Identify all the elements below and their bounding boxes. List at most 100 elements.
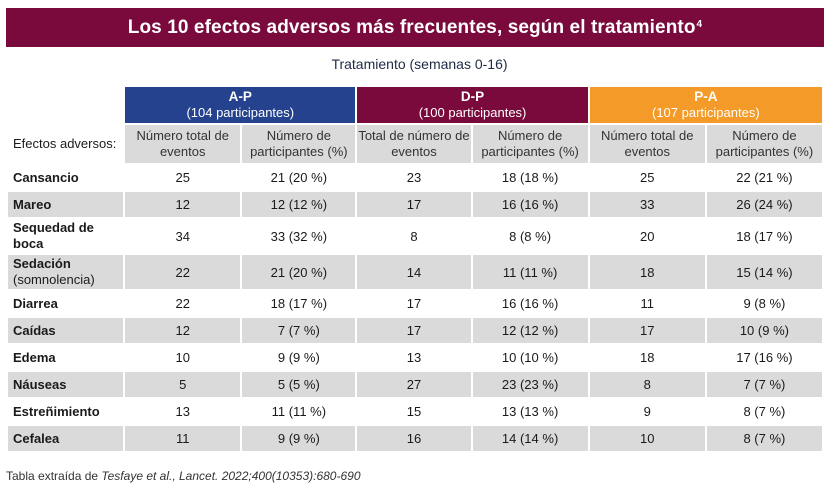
table-cell: 16 (16 %) xyxy=(472,192,588,217)
table-cell: 8 xyxy=(589,372,705,397)
table-cell: 10 xyxy=(589,426,705,451)
table-row: Diarrea 22 18 (17 %) 17 16 (16 %) 11 9 (8 %) xyxy=(8,291,822,316)
table-cell: 21 (20 %) xyxy=(270,170,328,185)
column-header: Número de participantes (%) xyxy=(242,125,356,163)
column-header-row: Efectos adversos: Número total de evento… xyxy=(8,125,822,163)
effect-label: Sedación (somnolencia) xyxy=(8,255,124,289)
table-cell: 9 (9 %) xyxy=(242,426,356,451)
table-cell: 21 (20 %) xyxy=(242,255,356,289)
table-row: Cefalea 11 9 (9 %) 16 14 (14 %) 10 8 (7 %) xyxy=(8,426,822,451)
effect-label: Caídas xyxy=(8,318,124,343)
table-cell: 17 xyxy=(357,192,471,217)
table-cell: 17 xyxy=(357,318,471,343)
table-cell: 23 (23 %) xyxy=(472,372,588,397)
table-body: Cansancio 25 21 (20 %) 23 18 (18 %) 25 22 (21 … xyxy=(8,165,822,451)
table-cell: 27 xyxy=(357,372,471,397)
table-cell: 11 (11 %) xyxy=(472,255,588,289)
table-cell: 12 (12 %) xyxy=(242,192,356,217)
effect-label: Cefalea xyxy=(8,426,124,451)
effect-label: Diarrea xyxy=(13,295,58,311)
table-cell: 34 xyxy=(175,228,190,244)
table-cell: 25 xyxy=(640,170,655,185)
table-cell: 5 (5 %) xyxy=(242,372,356,397)
effect-label: Mareo xyxy=(8,192,124,217)
table-cell: 9 (9 %) xyxy=(277,350,320,365)
table-cell: 22 xyxy=(175,296,190,311)
table-row: Estreñimiento 13 11 (11 %) 15 13 (13 %) 9 8 (7… xyxy=(8,399,822,424)
adverse-effects-table: A-P (104 participantes) D-P (100 participa… xyxy=(6,85,824,453)
table-cell: 33 (32 %) xyxy=(270,228,328,244)
table-cell: 5 xyxy=(125,372,241,397)
treatment-subtitle: Tratamiento (semanas 0-16) xyxy=(331,56,508,72)
table-cell: 8 (8 %) xyxy=(509,228,552,244)
table-cell: 20 xyxy=(640,228,655,244)
table-cell: 17 xyxy=(589,318,705,343)
table-cell: 14 xyxy=(357,255,471,289)
title-text: Los 10 efectos adversos más frecuentes, … xyxy=(127,16,696,38)
title-superscript: 4 xyxy=(696,19,703,30)
table-row: Náuseas 5 5 (5 %) 27 23 (23 %) 8 7 (7 %) xyxy=(8,372,822,397)
table-cell: 18 (17 %) xyxy=(736,228,793,244)
table-cell: 11 xyxy=(640,296,654,311)
table-cell: 16 xyxy=(357,426,471,451)
table-cell: 22 (21 %) xyxy=(736,170,793,185)
table-cell: 13 xyxy=(175,404,190,419)
effect-label: Cansancio xyxy=(13,169,79,185)
effect-label: Sequedad de boca xyxy=(13,220,94,251)
table-cell: 18 (17 %) xyxy=(270,296,328,311)
table-cell: 23 xyxy=(406,170,422,185)
table-cell: 14 (14 %) xyxy=(472,426,588,451)
table-cell: 10 (9 %) xyxy=(706,318,822,343)
column-header: Número de participantes (%) xyxy=(706,125,822,163)
group-header-pa: P-A (107 participantes) xyxy=(589,87,822,123)
table-cell: 11 xyxy=(125,426,241,451)
column-header: Total de número de eventos xyxy=(357,125,471,163)
effect-label: Edema xyxy=(13,349,56,365)
column-header: Número total de eventos xyxy=(589,125,705,163)
table-cell: 12 xyxy=(125,318,241,343)
table-cell: 11 (11 %) xyxy=(271,404,327,419)
table-row: Cansancio 25 21 (20 %) 23 18 (18 %) 25 22 (21 … xyxy=(8,165,822,190)
table-cell: 9 xyxy=(643,404,651,419)
table-cell: 33 xyxy=(589,192,705,217)
row-label-header: Efectos adversos: xyxy=(13,136,117,151)
effect-label: Náuseas xyxy=(8,372,124,397)
table-row: Sequedad de boca 34 33 (32 %) 8 8 (8 %) 20 18 … xyxy=(8,219,822,253)
table-cell: 15 (14 %) xyxy=(706,255,822,289)
table-row: Mareo 12 12 (12 %) 17 16 (16 %) 33 26 (24 %) xyxy=(8,192,822,217)
table-cell: 8 (7 %) xyxy=(743,404,786,419)
table-cell: 10 (10 %) xyxy=(501,350,559,365)
column-header: Número de participantes (%) xyxy=(472,125,588,163)
table-cell: 26 (24 %) xyxy=(706,192,822,217)
table-cell: 13 (13 %) xyxy=(501,404,559,419)
table-cell: 18 xyxy=(640,350,655,365)
table-cell: 16 (16 %) xyxy=(501,296,559,311)
table-cell: 18 xyxy=(589,255,705,289)
table-cell: 9 (8 %) xyxy=(743,296,786,311)
table-cell: 8 (7 %) xyxy=(706,426,822,451)
table-cell: 15 xyxy=(406,404,422,419)
table-cell: 18 (18 %) xyxy=(501,170,559,185)
column-header: Número total de eventos xyxy=(125,125,241,163)
table-cell: 25 xyxy=(175,170,190,185)
table-cell: 10 xyxy=(175,350,190,365)
table-cell: 22 xyxy=(125,255,241,289)
group-header-row: A-P (104 participantes) D-P (100 participa… xyxy=(8,87,822,123)
effect-label: Estreñimiento xyxy=(13,403,100,419)
table-row: Caídas 12 7 (7 %) 17 12 (12 %) 17 10 (9 %) xyxy=(8,318,822,343)
table-cell: 7 (7 %) xyxy=(706,372,822,397)
table-cell: 7 (7 %) xyxy=(242,318,356,343)
table-title: Los 10 efectos adversos más frecuentes, … xyxy=(6,8,824,47)
table-cell: 12 (12 %) xyxy=(472,318,588,343)
table-row: Edema 10 9 (9 %) 13 10 (10 %) 18 17 (16 %) xyxy=(8,345,822,370)
group-header-dp: D-P (100 participantes) xyxy=(357,87,588,123)
group-header-ap: A-P (104 participantes) xyxy=(125,87,356,123)
citation: Tesfaye et al., Lancet. 2022;400(10353):… xyxy=(101,469,361,483)
table-cell: 8 xyxy=(410,228,418,244)
table-cell: 17 xyxy=(406,296,422,311)
table-cell: 13 xyxy=(406,350,422,365)
table-cell: 17 (16 %) xyxy=(736,350,793,365)
table-cell: 12 xyxy=(125,192,241,217)
table-row: Sedación (somnolencia) 22 21 (20 %) 14 11 (11… xyxy=(8,255,822,289)
source-footnote: Tabla extraída de Tesfaye et al., Lancet… xyxy=(6,469,361,483)
